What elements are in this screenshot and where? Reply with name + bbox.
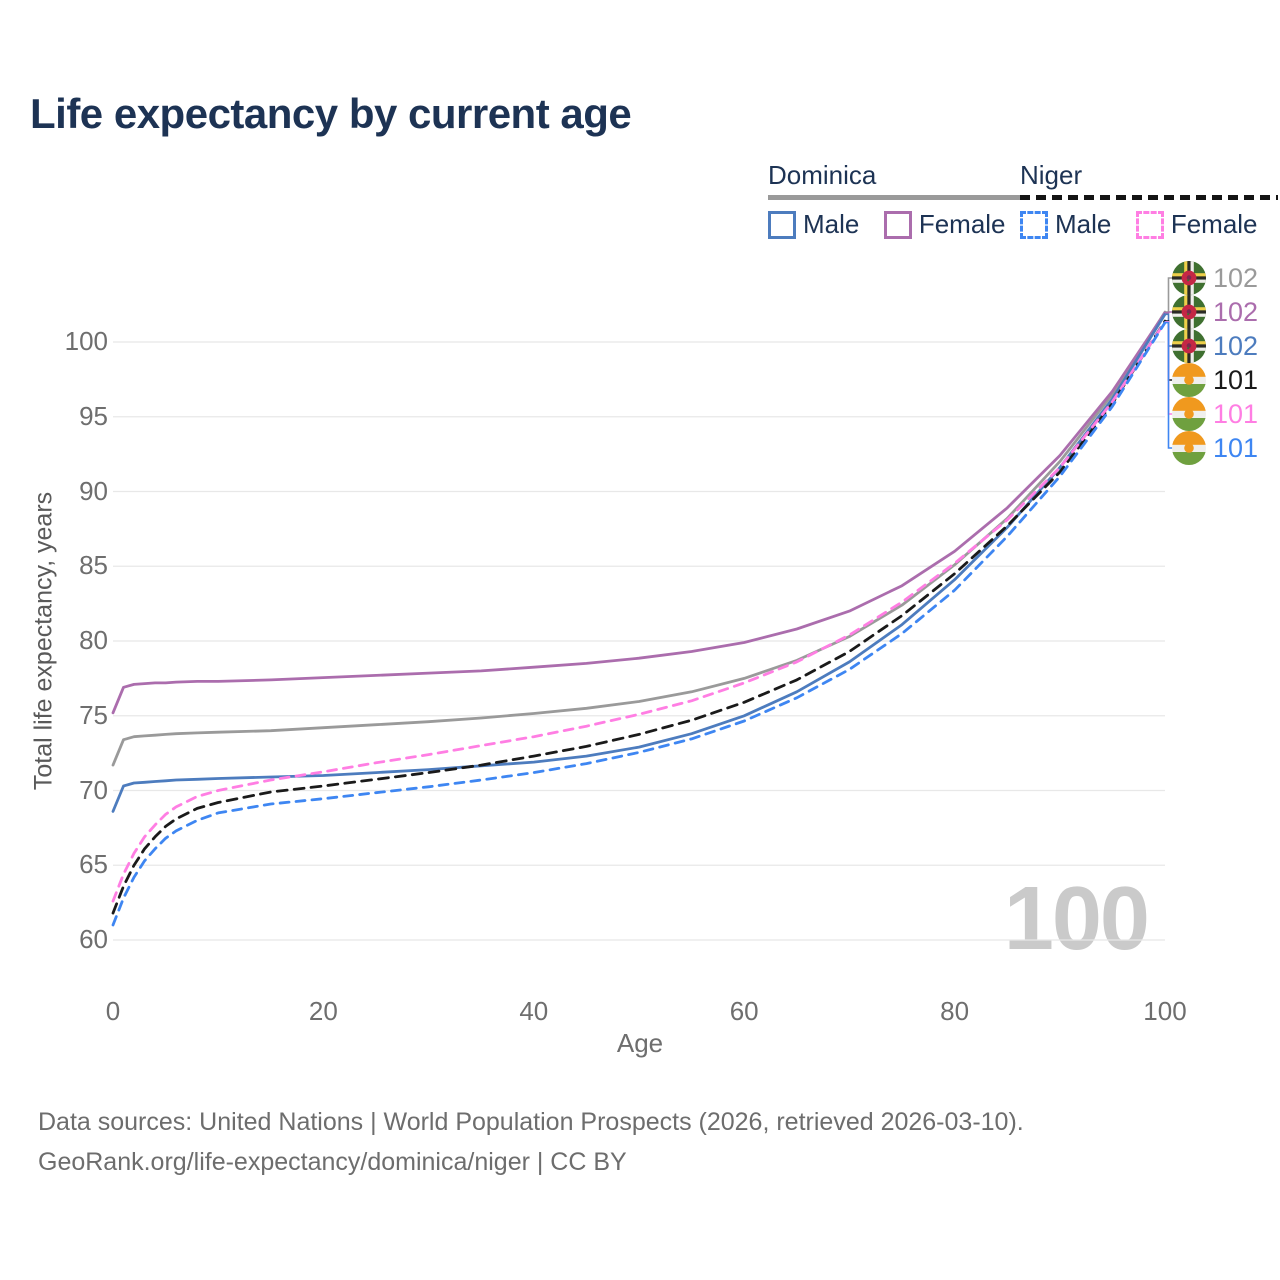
y-tick-label: 100 — [64, 326, 108, 356]
y-tick-label: 75 — [79, 699, 108, 730]
legend-label-niger-female[interactable]: Female — [1170, 209, 1258, 239]
niger-flag-icon — [1172, 431, 1206, 465]
series-end-value: 101 — [1213, 364, 1259, 395]
legend-underline-dominica — [768, 195, 1026, 200]
series-end-label-row: 101 — [1172, 363, 1258, 397]
y-tick-label: 70 — [79, 774, 108, 805]
attribution-line: GeoRank.org/life-expectancy/dominica/nig… — [38, 1148, 627, 1176]
legend-swatch-niger-male-icon[interactable] — [1020, 210, 1048, 239]
legend-item-dominica-female[interactable]: Female — [883, 209, 1006, 240]
series-line-niger-both-sexes- — [111, 319, 1167, 915]
dominica-flag-icon — [1172, 261, 1206, 295]
x-tick-label: 100 — [1143, 996, 1187, 1026]
legend-item-niger-male[interactable]: Male — [1020, 209, 1111, 240]
series-end-label-row: 102 — [1172, 261, 1258, 295]
series-end-value: 102 — [1213, 296, 1259, 327]
x-tick-label: 40 — [519, 996, 549, 1026]
dominica-flag-icon — [1172, 295, 1206, 329]
dominica-flag-icon — [1172, 329, 1206, 363]
series-end-label-row: 102 — [1172, 295, 1258, 329]
x-tick-label: 60 — [729, 996, 759, 1026]
series-line-niger-female — [111, 320, 1167, 903]
legend-underline-niger — [1020, 195, 1278, 200]
legend-country-niger: Niger — [1020, 160, 1083, 190]
legend-label-niger-male[interactable]: Male — [1055, 209, 1112, 239]
page-title: Life expectancy by current age — [30, 90, 632, 137]
age-counter-watermark: 100 — [1003, 869, 1150, 969]
legend-label-dominica-male[interactable]: Male — [803, 209, 860, 239]
x-axis-title: Age — [616, 1028, 664, 1058]
niger-flag-icon — [1172, 397, 1206, 431]
series-line-niger-male — [111, 321, 1167, 927]
series-line-dominica-both-sexes- — [111, 310, 1167, 767]
y-tick-label: 60 — [79, 924, 108, 954]
x-tick-label: 80 — [940, 996, 970, 1026]
niger-flag-icon — [1172, 363, 1206, 397]
legend-group-niger: Niger Male Female — [1020, 160, 1278, 240]
x-tick-label: 20 — [308, 996, 338, 1026]
series-end-label-row: 102 — [1172, 329, 1258, 363]
legend-country-dominica: Dominica — [768, 160, 877, 190]
y-tick-label: 85 — [79, 550, 108, 581]
series-end-value: 102 — [1213, 330, 1259, 361]
y-tick-label: 80 — [79, 625, 108, 655]
series-line-dominica-female — [111, 311, 1167, 715]
series-end-value: 101 — [1213, 432, 1259, 463]
legend-label-dominica-female[interactable]: Female — [918, 209, 1006, 239]
legend-item-dominica-male[interactable]: Male — [768, 209, 859, 240]
data-source-line: Data sources: United Nations | World Pop… — [38, 1108, 1024, 1136]
legend-swatch-dominica-male-icon[interactable] — [768, 210, 796, 239]
leader-line — [1165, 311, 1173, 314]
legend-group-dominica: Dominica Male Female — [768, 160, 1026, 240]
series-end-value: 102 — [1213, 262, 1259, 293]
y-tick-label: 65 — [79, 849, 108, 880]
x-tick-label: 0 — [105, 996, 121, 1026]
series-end-label-row: 101 — [1172, 431, 1258, 465]
series-end-value: 101 — [1213, 398, 1259, 429]
series-line-dominica-male — [111, 312, 1167, 813]
legend-item-niger-female[interactable]: Female — [1135, 209, 1258, 240]
leader-line — [1165, 321, 1173, 449]
y-tick-label: 95 — [79, 400, 108, 431]
y-tick-label: 90 — [79, 475, 108, 506]
series-end-label-row: 101 — [1172, 397, 1258, 431]
legend-swatch-niger-female-icon[interactable] — [1135, 210, 1164, 239]
legend-swatch-dominica-female-icon[interactable] — [883, 210, 912, 239]
